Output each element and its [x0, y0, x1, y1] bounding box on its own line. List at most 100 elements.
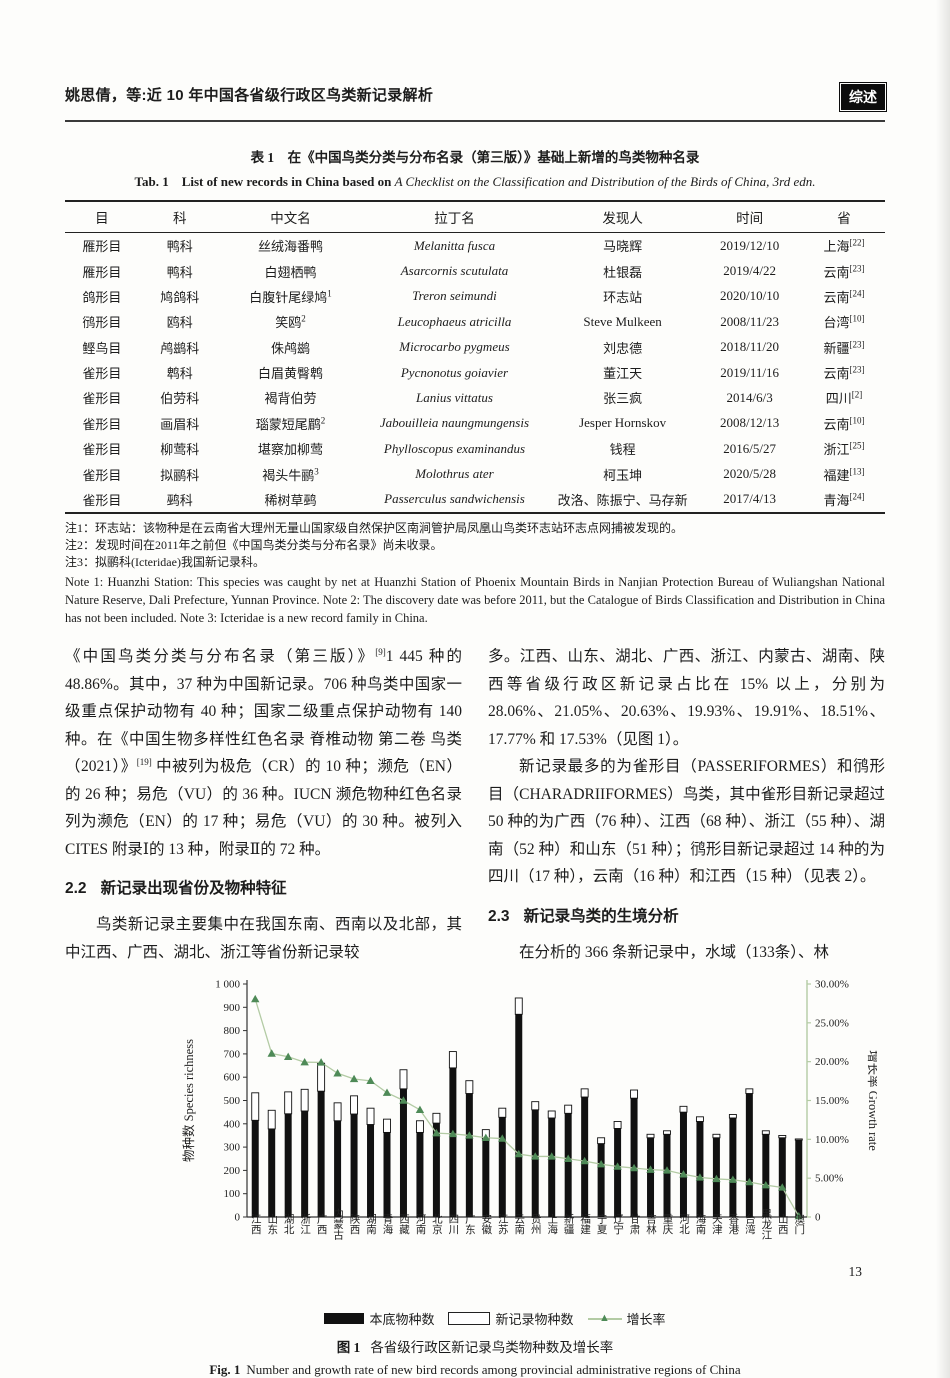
cell-date: 2020/5/28: [723, 466, 777, 482]
cell-family: 画眉科: [160, 416, 200, 432]
cell-chinese-name: 褐头牛鹂3: [262, 466, 319, 483]
svg-text:上海: 上海: [546, 1214, 557, 1236]
svg-text:增长率 Growth rate: 增长率 Growth rate: [866, 1050, 877, 1151]
cell-chinese-name: 丝绒海番鸭: [257, 239, 323, 255]
cell-province: 四川[2]: [825, 390, 863, 407]
note-zh-1: 注1：环志站：该物种是在云南省大理州无量山国家级自然保护区南涧管护局凤凰山鸟类环…: [65, 521, 684, 536]
cell-chinese-name: 堪察加柳莺: [257, 442, 323, 458]
cell-discoverer: Steve Mulkeen: [583, 313, 662, 329]
svg-text:北京: 北京: [431, 1214, 442, 1236]
note-zh-3: 注3：拟鹂科(Icteridae)我国新记录科。: [65, 555, 265, 570]
cell-date: 2019/11/16: [720, 364, 780, 380]
cell-order: 雁形目: [82, 239, 122, 255]
cell-order: 雀形目: [82, 442, 122, 458]
svg-text:湖南: 湖南: [365, 1214, 376, 1235]
table-row: 雀形目 鹀科 稀树草鹀 Passerculus sandwichensis 改洛…: [65, 487, 885, 513]
section-2-2-heading: 2.2 新记录出现省份及物种特征: [65, 880, 287, 898]
table1-caption-en-italic: A Checklist on the Classification and Di…: [394, 174, 816, 189]
cell-family: 鸭科: [166, 264, 193, 280]
paragraph-habitat-intro: 在分析的 366 条新记录中，水域（133条）、林: [519, 943, 830, 961]
page-number: 13: [848, 1264, 863, 1279]
svg-text:河南: 河南: [414, 1214, 425, 1235]
table-header-row: 目 科 中文名 拉丁名 发现人 时间 省: [65, 201, 885, 233]
paragraph-protection-status: 《中国鸟类分类与分布名录（第三版）》[9]1 445 种的 48.86%。其中，…: [65, 646, 462, 858]
table-row: 鸽形目 鸠鸽科 白腹针尾绿鸠1 Treron seimundi 环志站 2020…: [65, 284, 885, 309]
ref-9: [9]: [375, 646, 386, 657]
paragraph-provinces-intro: 鸟类新记录主要集中在我国东南、西南以及北部，其中江西、广西、湖北、浙江等省份新记…: [65, 916, 462, 961]
cell-date: 2019/4/22: [723, 263, 777, 279]
table-row: 鸻形目 鸥科 笑鸥2 Leucophaeus atricilla Steve M…: [65, 309, 885, 334]
cell-date: 2020/10/10: [720, 288, 780, 304]
cell-family: 柳莺科: [160, 442, 200, 458]
cell-family: 拟鹂科: [160, 467, 200, 483]
table1-caption-en: Tab. 1 List of new records in China base…: [65, 171, 885, 190]
svg-text:福建: 福建: [579, 1213, 590, 1236]
svg-text:0: 0: [815, 1212, 821, 1224]
svg-text:黑龙江: 黑龙江: [760, 1208, 771, 1240]
cell-family: 鹎科: [166, 366, 193, 382]
cell-chinese-name: 瑙蒙短尾鹛2: [255, 415, 326, 432]
svg-text:海南: 海南: [694, 1213, 705, 1235]
svg-text:800: 800: [224, 1025, 241, 1037]
svg-text:重庆: 重庆: [662, 1213, 673, 1236]
svg-text:内蒙古: 内蒙古: [332, 1208, 343, 1241]
svg-text:辽宁: 辽宁: [612, 1214, 623, 1235]
legend-label-base: 本底物种数: [369, 1312, 435, 1328]
cell-order: 雀形目: [82, 467, 122, 483]
svg-text:台湾: 台湾: [744, 1213, 755, 1236]
svg-text:山西: 山西: [777, 1214, 788, 1235]
cell-discoverer: 董江天: [603, 366, 643, 382]
svg-text:10.00%: 10.00%: [815, 1134, 849, 1146]
cell-family: 鸥科: [166, 315, 193, 331]
legend-line-marker-icon: ▲: [587, 1312, 622, 1323]
svg-text:江苏: 江苏: [497, 1214, 508, 1236]
svg-text:300: 300: [224, 1142, 241, 1154]
svg-text:天津: 天津: [711, 1214, 722, 1236]
col-header-province: 省: [802, 201, 885, 233]
cell-province: 云南[24]: [823, 288, 865, 305]
cell-latin-name: Jabouilleia naungmungensis: [379, 415, 530, 431]
svg-text:0: 0: [235, 1212, 241, 1224]
col-header-latin-name: 拉丁名: [360, 201, 549, 233]
legend-swatch-base: [324, 1313, 365, 1325]
legend-swatch-new: [448, 1312, 491, 1326]
table-row: 雀形目 柳莺科 堪察加柳莺 Phylloscopus examinandus 钱…: [65, 436, 885, 461]
table1-caption-en-text: Tab. 1 List of new records in China base…: [134, 174, 395, 189]
ref-19: [19]: [136, 756, 152, 767]
table-row: 鲣鸟目 鸬鹚科 侏鸬鹚 Microcarbo pygmeus 刘忠德 2018/…: [65, 335, 885, 360]
table-row: 雁形目 鸭科 丝绒海番鸭 Melanitta fusca 马晓辉 2019/12…: [65, 233, 885, 259]
svg-text:宁夏: 宁夏: [596, 1213, 607, 1235]
cell-province: 云南[10]: [823, 415, 865, 432]
cell-latin-name: Leucophaeus atricilla: [397, 313, 512, 329]
svg-text:四川: 四川: [447, 1214, 458, 1235]
cell-latin-name: Asarcornis scutulata: [400, 263, 509, 279]
paragraph-province-percentages: 多。江西、山东、湖北、广西、浙江、内蒙古、湖南、陕西等省级行政区新记录占比在 1…: [488, 648, 885, 748]
svg-text:陕西: 陕西: [349, 1213, 360, 1235]
cell-order: 雀形目: [82, 391, 122, 407]
legend-item-base-species: 本底物种数: [324, 1309, 434, 1328]
cell-province: 云南[23]: [823, 263, 865, 280]
section-2-3-heading: 2.3 新记录鸟类的生境分析: [488, 907, 679, 925]
cell-latin-name: Melanitta fusca: [413, 237, 496, 253]
cell-date: 2019/12/10: [720, 237, 780, 253]
note-zh-2: 注2：发现时间在2011年之前但《中国鸟类分类与分布名录》尚未收录。: [65, 538, 443, 553]
cell-discoverer: Jesper Hornskov: [579, 415, 667, 431]
svg-text:香港: 香港: [727, 1214, 738, 1235]
svg-text:安徽: 安徽: [480, 1213, 491, 1236]
table-row: 雁形目 鸭科 白翅栖鸭 Asarcornis scutulata 杜银磊 201…: [65, 258, 885, 283]
table-row: 雀形目 鹎科 白眉黄臀鹎 Pycnonotus goiavier 董江天 201…: [65, 360, 885, 385]
cell-chinese-name: 白腹针尾绿鸠1: [249, 288, 332, 305]
cell-date: 2018/11/20: [720, 339, 780, 355]
cell-date: 2017/4/13: [723, 491, 777, 507]
svg-text:700: 700: [224, 1049, 241, 1061]
running-header: 姚思倩，等:近 10 年中国各省级行政区鸟类新记录解析 综述: [65, 83, 886, 111]
svg-text:澳门: 澳门: [793, 1213, 804, 1236]
left-column: 《中国鸟类分类与分布名录（第三版）》[9]1 445 种的 48.86%。其中，…: [65, 643, 462, 966]
right-column: 多。江西、山东、湖北、广西、浙江、内蒙古、湖南、陕西等省级行政区新记录占比在 1…: [488, 643, 885, 966]
svg-text:西藏: 西藏: [398, 1214, 409, 1236]
cell-order: 雀形目: [82, 416, 122, 432]
svg-text:1 000: 1 000: [215, 979, 240, 991]
cell-latin-name: Treron seimundi: [412, 288, 497, 304]
cell-province: 浙江[25]: [823, 440, 865, 458]
cell-discoverer: 柯玉坤: [603, 467, 643, 483]
